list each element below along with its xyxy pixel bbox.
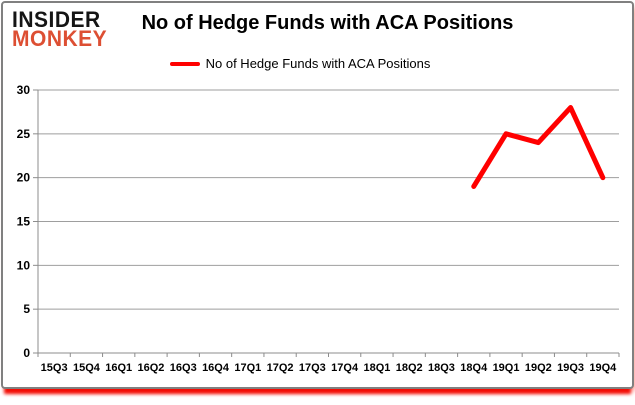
- x-axis-label: 19Q1: [493, 362, 520, 374]
- x-axis-label: 16Q2: [138, 362, 165, 374]
- x-axis-label: 18Q1: [363, 362, 390, 374]
- y-axis-label: 30: [17, 83, 31, 97]
- x-axis-label: 16Q4: [202, 362, 230, 374]
- y-axis-label: 10: [17, 258, 31, 272]
- y-axis-label: 5: [23, 302, 30, 316]
- y-axis-label: 15: [17, 215, 31, 229]
- x-axis-label: 19Q4: [589, 362, 617, 374]
- x-axis-label: 17Q1: [234, 362, 261, 374]
- x-axis-label: 18Q3: [428, 362, 455, 374]
- logo-word-insider: INSIDER: [12, 7, 101, 33]
- x-axis-label: 19Q3: [557, 362, 584, 374]
- x-axis-label: 16Q1: [105, 362, 132, 374]
- x-axis-label: 18Q4: [460, 362, 488, 374]
- legend-line-swatch-icon: [169, 61, 200, 66]
- x-axis-label: 15Q3: [41, 362, 68, 374]
- x-axis-label: 17Q4: [331, 362, 359, 374]
- x-axis-label: 18Q2: [396, 362, 423, 374]
- x-axis-label: 17Q2: [267, 362, 294, 374]
- line-chart: 0 5 10 15 20 25 30 15Q3 15Q4 16Q1 16Q2 16Q3 16Q4 17Q1…: [17, 83, 620, 374]
- legend: No of Hedge Funds with ACA Positions: [118, 56, 482, 71]
- series-line: [471, 105, 606, 189]
- y-axis-label: 0: [23, 346, 30, 360]
- chart-frame: INSIDER MONKEY No of Hedge Funds with AC…: [1, 1, 634, 389]
- logo-word-monkey: MONKEY: [12, 27, 108, 52]
- insider-monkey-logo: INSIDER MONKEY: [12, 7, 108, 52]
- x-axis-label: 19Q2: [525, 362, 552, 374]
- y-axis-label: 25: [17, 127, 31, 141]
- x-axis-label: 15Q4: [73, 362, 101, 374]
- legend-label: No of Hedge Funds with ACA Positions: [205, 56, 431, 71]
- chart-title: No of Hedge Funds with ACA Positions: [141, 12, 514, 34]
- x-axis-label: 17Q3: [299, 362, 326, 374]
- x-axis-label: 16Q3: [170, 362, 197, 374]
- y-axis-label: 20: [17, 171, 31, 185]
